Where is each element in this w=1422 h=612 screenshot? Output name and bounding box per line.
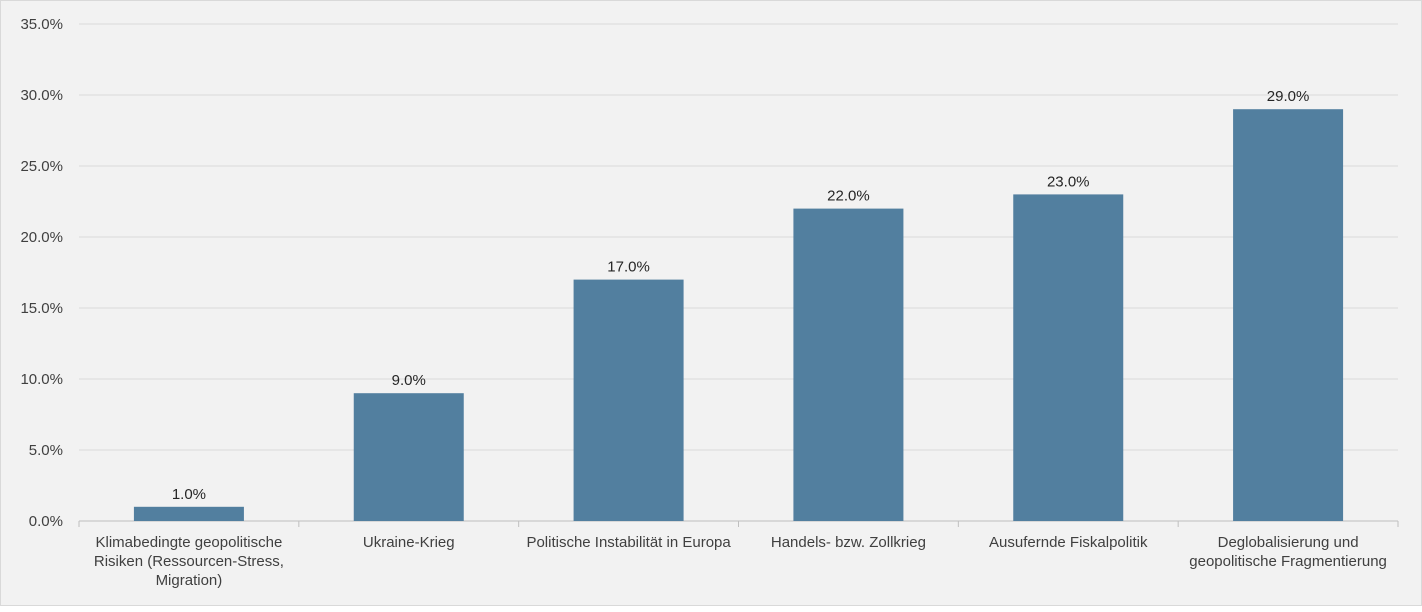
data-label: 22.0% — [827, 188, 870, 205]
x-tick-label: Klimabedingte geopolitische Risiken (Res… — [93, 534, 284, 589]
data-label: 29.0% — [1267, 88, 1310, 105]
bar — [1013, 194, 1124, 521]
x-tick-label: Deglobalisierung und geopolitische Fragm… — [1189, 534, 1387, 570]
y-tick-label: 30.0% — [20, 87, 63, 104]
bar — [573, 279, 684, 521]
y-tick-label: 10.0% — [20, 371, 63, 388]
bar — [133, 506, 244, 521]
data-label: 9.0% — [392, 372, 426, 389]
bar — [1233, 109, 1344, 521]
y-tick-label: 0.0% — [29, 513, 63, 530]
data-label: 17.0% — [607, 259, 650, 276]
x-tick-label: Ukraine-Krieg — [362, 534, 455, 551]
y-tick-label: 20.0% — [20, 229, 63, 246]
y-tick-label: 15.0% — [20, 300, 63, 317]
bar — [793, 208, 904, 521]
y-tick-label: 25.0% — [20, 158, 63, 175]
bar — [353, 393, 464, 521]
y-tick-label: 35.0% — [20, 16, 63, 33]
x-tick-label: Handels- bzw. Zollkrieg — [770, 534, 926, 551]
data-label: 23.0% — [1047, 173, 1090, 190]
y-tick-label: 5.0% — [29, 442, 63, 459]
data-label: 1.0% — [172, 486, 206, 503]
x-tick-label: Politische Instabilität in Europa — [526, 534, 731, 551]
x-tick-label: Ausufernde Fiskalpolitik — [989, 534, 1148, 551]
